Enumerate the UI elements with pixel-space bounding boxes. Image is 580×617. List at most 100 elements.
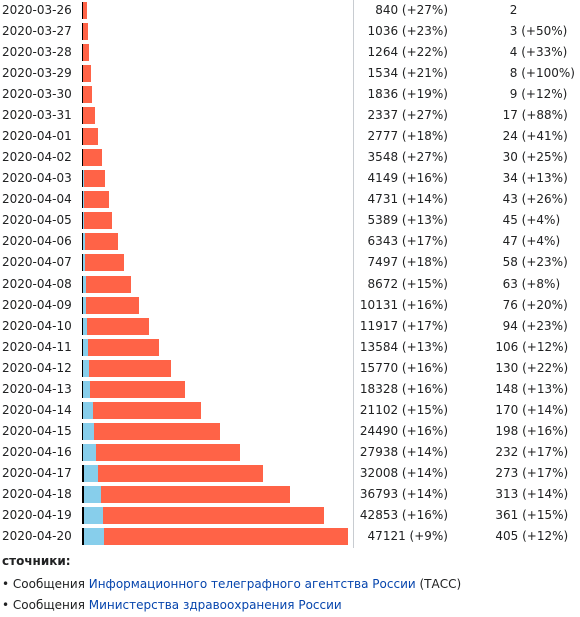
- date: 2020-04-02: [2, 150, 72, 165]
- deaths-text: 8 (+100%): [509, 66, 575, 81]
- recovered-bar: [82, 149, 84, 167]
- date: 2020-04-06: [2, 234, 72, 249]
- cases-text: 15770 (+16%): [359, 360, 448, 375]
- recovered-bar: [82, 317, 87, 335]
- date: 2020-04-04: [2, 192, 72, 207]
- date: 2020-03-30: [2, 87, 72, 102]
- cases-bar: [82, 254, 125, 272]
- source-prefix: Сообщения: [12, 577, 89, 591]
- cases-bar: [82, 443, 240, 461]
- bullet: •: [2, 598, 13, 612]
- cases-text: 1534 (+21%): [367, 66, 448, 81]
- cases-text: 7497 (+18%): [367, 255, 448, 270]
- source-link[interactable]: Информационного телеграфного агентства Р…: [88, 577, 416, 591]
- deaths-bar: [82, 128, 83, 146]
- source-item: • Сообщения Министерства здравоохранения…: [2, 598, 342, 612]
- cases-text: 5389 (+13%): [367, 213, 448, 228]
- date: 2020-04-10: [2, 318, 72, 333]
- date: 2020-03-26: [2, 3, 72, 17]
- deaths-text: 45 (+4%): [502, 213, 561, 228]
- cases-text: 2777 (+18%): [367, 129, 448, 144]
- deaths-bar: [82, 422, 84, 440]
- recovered-bar: [82, 380, 91, 398]
- cases-bar: [82, 296, 140, 314]
- date: 2020-04-09: [2, 297, 72, 312]
- deaths-bar: [82, 44, 83, 62]
- deaths-bar: [82, 254, 83, 272]
- recovered-bar: [83, 443, 97, 461]
- deaths-text: 198 (+16%): [495, 423, 569, 438]
- cases-text: 840 (+27%): [375, 3, 448, 17]
- cases-bar: [82, 149, 103, 167]
- deaths-bar: [82, 275, 83, 293]
- date: 2020-04-03: [2, 171, 72, 186]
- deaths-text: 34 (+13%): [502, 171, 568, 186]
- cases-bar: [82, 422, 221, 440]
- cases-bar: [82, 485, 290, 503]
- cases-bar: [82, 128, 98, 146]
- cases-text: 2337 (+27%): [367, 108, 448, 123]
- cases-text: 1264 (+22%): [367, 45, 448, 60]
- deaths-text: 43 (+26%): [502, 192, 568, 207]
- date: 2020-04-20: [2, 529, 72, 543]
- deaths-text: 148 (+13%): [495, 381, 569, 396]
- deaths-text: 3 (+50%): [509, 24, 568, 39]
- cases-bar: [82, 317, 150, 335]
- date: 2020-04-13: [2, 381, 72, 396]
- source-suffix: (ТАСС): [415, 577, 462, 591]
- cases-text: 11917 (+17%): [359, 318, 448, 333]
- deaths-text: 106 (+12%): [495, 339, 569, 354]
- date: 2020-04-12: [2, 360, 72, 375]
- sources-title: сточники:: [2, 554, 71, 568]
- date: 2020-04-11: [2, 339, 72, 354]
- cases-bar: [82, 464, 263, 482]
- deaths-text: 24 (+41%): [502, 129, 568, 144]
- deaths-bar: [82, 401, 83, 419]
- deaths-bar: [82, 359, 83, 377]
- source-prefix: Сообщения: [12, 598, 89, 612]
- cases-text: 4149 (+16%): [367, 171, 448, 186]
- recovered-bar: [83, 485, 102, 503]
- cases-text: 42853 (+16%): [359, 507, 448, 522]
- deaths-bar: [82, 212, 83, 230]
- cases-text: 1836 (+19%): [367, 87, 448, 102]
- cases-bar: [82, 359, 172, 377]
- cases-bar: [82, 338, 159, 356]
- deaths-text: 405 (+12%): [495, 529, 569, 543]
- deaths-bar: [82, 443, 84, 461]
- recovered-bar: [83, 422, 95, 440]
- source-link[interactable]: Министерства здравоохранения России: [88, 598, 342, 612]
- date: 2020-03-31: [2, 108, 72, 123]
- cases-text: 8672 (+15%): [367, 276, 448, 291]
- date: 2020-04-17: [2, 465, 72, 480]
- recovered-bar: [84, 528, 104, 545]
- recovered-bar: [82, 212, 85, 230]
- deaths-bar: [82, 317, 83, 335]
- cases-bar: [82, 65, 91, 83]
- deaths-bar: [82, 23, 83, 41]
- deaths-bar: [82, 296, 83, 314]
- deaths-bar: [82, 191, 83, 209]
- deaths-bar: [82, 65, 83, 83]
- deaths-text: 58 (+23%): [502, 255, 568, 270]
- deaths-bar: [82, 233, 83, 251]
- cases-bar: [82, 275, 131, 293]
- cases-text: 47121 (+9%): [367, 529, 448, 543]
- source-item: • Сообщения Информационного телеграфного…: [2, 577, 461, 591]
- recovered-bar: [82, 254, 86, 272]
- deaths-text: 130 (+22%): [495, 360, 569, 375]
- separator: [353, 0, 354, 548]
- deaths-bar: [82, 149, 83, 167]
- cases-text: 4731 (+14%): [367, 192, 448, 207]
- deaths-text: 4 (+33%): [509, 45, 568, 60]
- cases-bar: [82, 86, 93, 104]
- recovered-bar: [82, 233, 85, 251]
- cases-text: 10131 (+16%): [359, 297, 448, 312]
- cases-bar: [82, 528, 348, 545]
- deaths-text: 94 (+23%): [502, 318, 568, 333]
- recovered-bar: [82, 359, 89, 377]
- deaths-text: 313 (+14%): [495, 486, 569, 501]
- date: 2020-04-14: [2, 402, 72, 417]
- deaths-bar: [82, 506, 85, 524]
- cases-text: 36793 (+14%): [359, 486, 448, 501]
